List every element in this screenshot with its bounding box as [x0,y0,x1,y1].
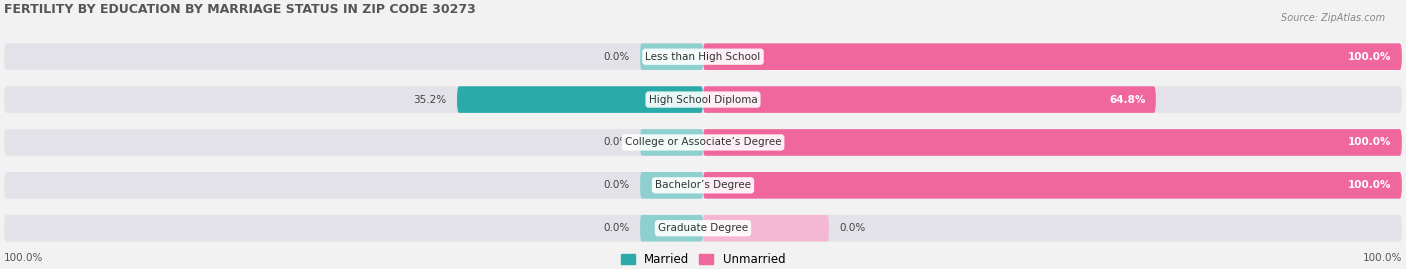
Text: 100.0%: 100.0% [1348,137,1392,147]
Text: 0.0%: 0.0% [839,223,866,233]
Text: 0.0%: 0.0% [603,223,630,233]
Text: College or Associate’s Degree: College or Associate’s Degree [624,137,782,147]
FancyBboxPatch shape [703,215,828,242]
Text: Source: ZipAtlas.com: Source: ZipAtlas.com [1281,13,1385,23]
FancyBboxPatch shape [640,215,703,242]
FancyBboxPatch shape [640,43,703,70]
Text: 100.0%: 100.0% [1362,253,1402,263]
FancyBboxPatch shape [4,43,1402,70]
Text: Bachelor’s Degree: Bachelor’s Degree [655,180,751,190]
Text: 0.0%: 0.0% [603,137,630,147]
Text: 100.0%: 100.0% [1348,180,1392,190]
FancyBboxPatch shape [457,86,703,113]
FancyBboxPatch shape [703,172,1402,199]
Text: FERTILITY BY EDUCATION BY MARRIAGE STATUS IN ZIP CODE 30273: FERTILITY BY EDUCATION BY MARRIAGE STATU… [4,3,475,16]
Text: 0.0%: 0.0% [603,180,630,190]
FancyBboxPatch shape [4,129,1402,156]
Text: 0.0%: 0.0% [603,52,630,62]
FancyBboxPatch shape [4,172,1402,199]
Text: 64.8%: 64.8% [1109,95,1146,105]
Text: 35.2%: 35.2% [413,95,447,105]
FancyBboxPatch shape [703,43,1402,70]
FancyBboxPatch shape [703,86,1156,113]
Text: Less than High School: Less than High School [645,52,761,62]
Legend: Married, Unmarried: Married, Unmarried [620,253,786,266]
FancyBboxPatch shape [640,172,703,199]
FancyBboxPatch shape [4,86,1402,113]
FancyBboxPatch shape [640,129,703,156]
Text: 100.0%: 100.0% [1348,52,1392,62]
Text: Graduate Degree: Graduate Degree [658,223,748,233]
Text: High School Diploma: High School Diploma [648,95,758,105]
FancyBboxPatch shape [703,129,1402,156]
Text: 100.0%: 100.0% [4,253,44,263]
FancyBboxPatch shape [4,215,1402,242]
